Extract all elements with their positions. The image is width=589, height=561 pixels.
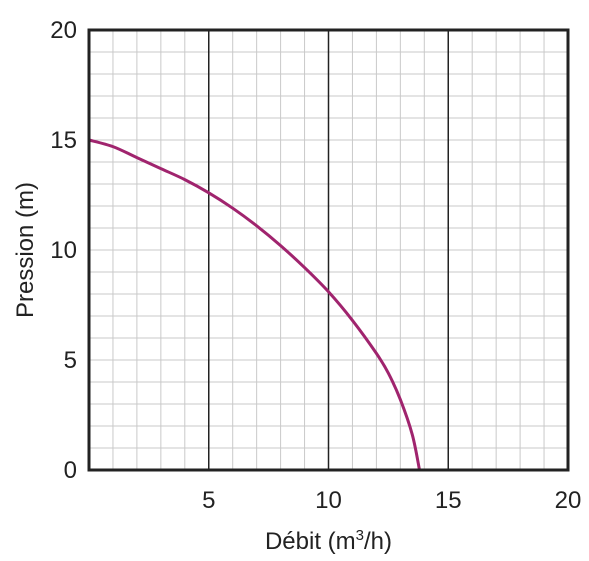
x-axis-title-suffix: /h) <box>364 528 392 555</box>
y-tick-labels: 0 5 10 15 20 <box>50 17 77 484</box>
major-grid <box>208 30 449 470</box>
x-tick-labels: 5 10 15 20 <box>202 487 581 514</box>
x-tick-label: 15 <box>435 487 462 514</box>
y-tick-label: 15 <box>50 127 77 154</box>
y-axis-title: Pression (m) <box>12 182 39 318</box>
x-tick-label: 5 <box>202 487 215 514</box>
x-axis-title-prefix: Débit (m <box>265 528 356 555</box>
x-axis-title-superscript: 3 <box>356 527 364 544</box>
series-layer <box>87 138 422 472</box>
plot-frame <box>87 28 570 472</box>
x-tick-label: 10 <box>315 487 342 514</box>
y-tick-label: 5 <box>64 347 77 374</box>
y-tick-label: 20 <box>50 17 77 44</box>
pump-curve-line <box>87 138 422 472</box>
y-tick-label: 10 <box>50 237 77 264</box>
y-tick-label: 0 <box>64 457 77 484</box>
x-tick-label: 20 <box>555 487 582 514</box>
x-axis-title: Débit (m3/h) <box>265 527 392 555</box>
